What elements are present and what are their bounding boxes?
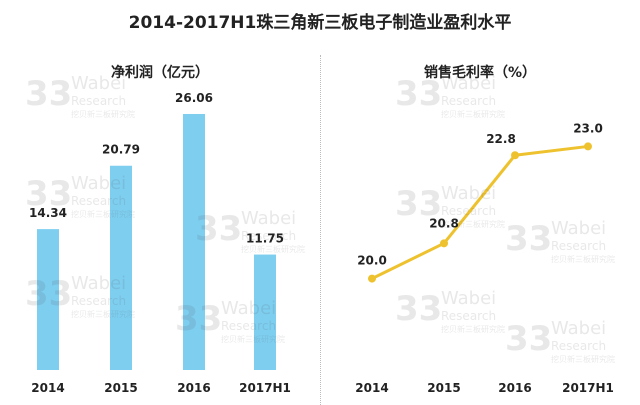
- gross-margin-value-label: 20.8: [429, 216, 459, 230]
- net-profit-bar-2017H1: [254, 254, 276, 370]
- gross-margin-value-label: 22.8: [486, 132, 516, 146]
- net-profit-x-tick: 2016: [177, 381, 210, 395]
- panel-divider: [320, 55, 321, 405]
- gross-margin-x-tick: 2017H1: [562, 381, 614, 395]
- net-profit-value-label: 20.79: [102, 143, 140, 157]
- bar-chart-title: 净利润（亿元）: [111, 65, 209, 81]
- gross-margin-x-tick: 2014: [355, 381, 388, 395]
- gross-margin-x-tick: 2015: [427, 381, 460, 395]
- net-profit-bar-2016: [183, 113, 205, 371]
- net-profit-value-label: 14.34: [29, 206, 67, 220]
- chart-main-title: 2014-2017H1珠三角新三板电子制造业盈利水平: [128, 13, 512, 33]
- net-profit-bar-2015: [110, 165, 132, 370]
- net-profit-x-tick: 2017H1: [239, 381, 291, 395]
- gross-margin-line-chart: 20.0 2014 20.8 2015 22.8 2016 23.0 2017H1: [355, 121, 614, 395]
- gross-margin-point-2015: [440, 239, 448, 248]
- net-profit-bar-2014: [37, 229, 59, 370]
- line-chart-title: 销售毛利率（%）: [423, 65, 537, 81]
- net-profit-bar-chart: 14.34 2014 20.79 2015 26.06 2016 11.75 2017H1: [29, 91, 291, 395]
- gross-margin-value-label: 23.0: [573, 121, 603, 135]
- gross-margin-series-line: [371, 144, 589, 280]
- gross-margin-x-tick: 2016: [498, 381, 531, 395]
- net-profit-value-label: 26.06: [175, 91, 213, 105]
- net-profit-value-label: 11.75: [246, 232, 284, 246]
- gross-margin-point-2014: [368, 274, 376, 283]
- net-profit-x-tick: 2014: [31, 381, 64, 395]
- gross-margin-point-2016: [511, 151, 519, 160]
- gross-margin-value-label: 20.0: [357, 254, 387, 268]
- net-profit-x-tick: 2015: [104, 381, 137, 395]
- gross-margin-point-2017H1: [584, 142, 592, 151]
